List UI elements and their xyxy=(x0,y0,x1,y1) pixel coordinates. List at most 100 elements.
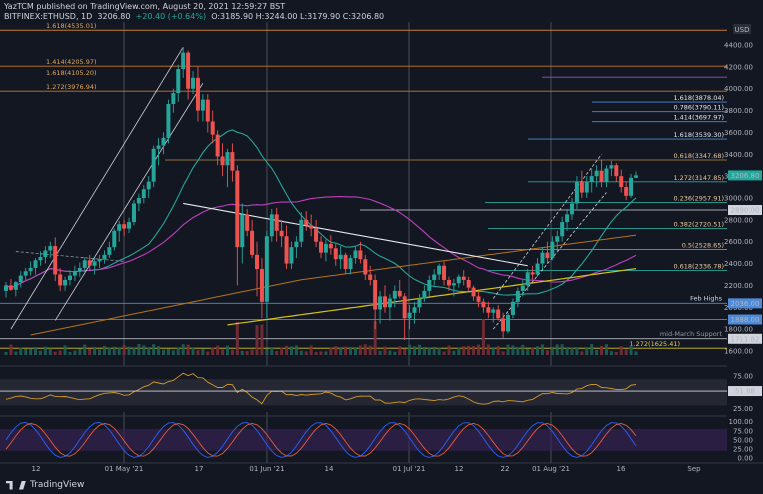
rsi-line xyxy=(5,372,637,405)
candle-body xyxy=(328,243,333,249)
volume-bar xyxy=(393,351,397,355)
price-tag-label: 1711.82 xyxy=(731,335,760,343)
candle-body xyxy=(191,77,196,89)
candle-body xyxy=(264,236,269,302)
time-tick-label: 12 xyxy=(32,465,41,473)
price-tick-label: 4400.00 xyxy=(724,42,753,50)
volume-bar xyxy=(196,350,200,355)
time-tick-label: 01 Jul '21 xyxy=(393,465,426,473)
volume-bar xyxy=(176,347,180,355)
volume-bar xyxy=(250,349,254,355)
price-axis[interactable]: 4400.00 4200.00 4000.00 3800.00 3600.00 3400.… xyxy=(724,22,763,477)
time-tick-label: 14 xyxy=(325,465,334,473)
volume-bar xyxy=(408,344,412,355)
fib-level-label: 0.236(2957.91) xyxy=(673,195,724,203)
volume-bar xyxy=(142,345,146,355)
candle-body xyxy=(171,93,176,105)
volume-bar xyxy=(378,350,382,355)
ohlc-values: O:3185.90 H:3244.00 L:3179.90 C:3206.80 xyxy=(211,12,385,21)
volume-bar xyxy=(63,345,67,355)
volume-bar xyxy=(403,348,407,355)
volume-bar xyxy=(570,347,574,355)
candle-body xyxy=(43,250,48,258)
volume-bar xyxy=(275,350,279,355)
volume-bar xyxy=(329,347,333,355)
volume-bar xyxy=(24,349,28,355)
volume-bar xyxy=(417,344,421,355)
price-tag-bg xyxy=(728,205,762,216)
volume-bar xyxy=(560,344,564,355)
candle-body xyxy=(259,269,264,302)
volume-bar xyxy=(452,350,456,355)
price-tick-label: 4000.00 xyxy=(724,85,753,93)
volume-bar xyxy=(511,345,515,355)
candle-body xyxy=(634,175,638,178)
candle-body xyxy=(4,285,8,291)
volume-bar xyxy=(78,348,82,355)
candle-body xyxy=(373,279,378,310)
volume-bar xyxy=(4,352,8,355)
candle-body xyxy=(230,152,235,171)
candle-body xyxy=(604,168,609,182)
volume-bar xyxy=(93,346,97,355)
candle-body xyxy=(255,254,260,270)
volume-bar xyxy=(585,347,589,355)
price-tag-label: 2890.00 xyxy=(731,207,760,215)
candle-body xyxy=(186,52,191,89)
price-tag-bg xyxy=(728,314,762,325)
price-tag-bg xyxy=(728,170,762,181)
volume-bar xyxy=(122,345,126,355)
candle-body xyxy=(156,145,161,149)
candle-body xyxy=(299,219,304,242)
volume-bar xyxy=(501,351,505,355)
volume-bar xyxy=(265,348,269,355)
volume-bar xyxy=(43,346,47,355)
fib-level-label: 1.272(1625.41) xyxy=(629,340,680,348)
volume-bar xyxy=(614,351,618,355)
fib-level-label: 1.272(3147.85) xyxy=(673,174,724,182)
candle-body xyxy=(117,224,122,231)
candle-body xyxy=(146,181,151,190)
candle-body xyxy=(535,263,540,275)
volume-bar xyxy=(496,346,500,355)
volume-bar xyxy=(319,351,323,355)
candle-body xyxy=(269,214,274,237)
volume-bar xyxy=(388,350,392,355)
candle-body xyxy=(560,222,565,237)
candle-body xyxy=(166,104,171,138)
candle-body xyxy=(476,296,481,302)
volume-bar xyxy=(211,347,215,355)
candle-body xyxy=(141,189,146,198)
volume-bar xyxy=(102,345,106,355)
rsi-value-tag xyxy=(728,386,762,397)
volume-bar xyxy=(58,350,62,355)
annotation-feb-highs: Feb Highs xyxy=(690,294,723,302)
volume-bar xyxy=(132,347,136,355)
candle-body xyxy=(594,170,599,177)
candle-body xyxy=(530,272,535,275)
main-pane-bg xyxy=(0,22,727,358)
fib-level-label: 0.618(2336.78) xyxy=(673,262,724,270)
candle-body xyxy=(279,230,284,237)
rsi-bg xyxy=(0,366,727,412)
volume-bar xyxy=(38,350,42,355)
volume-bar xyxy=(442,351,446,355)
stoch-tick-label: 100.00 xyxy=(729,418,754,426)
volume-bar xyxy=(157,346,161,355)
fib-level-label: 1.414(4205.97) xyxy=(46,58,97,66)
price-tick-label: 3800.00 xyxy=(724,107,753,115)
candle-body xyxy=(235,170,240,248)
last-price: 3206.80 xyxy=(97,12,131,21)
fib-level-label: 0.382(2720.51) xyxy=(673,221,724,229)
volume-bar xyxy=(349,346,353,355)
time-axis[interactable]: 12 01 May '21 17 01 Jun '21 14 01 Jul '21 12 22… xyxy=(0,462,763,473)
candle-body xyxy=(442,265,447,280)
price-tag-label: 3206.80 xyxy=(731,172,760,180)
candle-body xyxy=(53,246,58,275)
tv-logo-icon-b xyxy=(19,480,26,490)
fib-level-label: 1.618(3539.30) xyxy=(673,131,724,139)
candle-body xyxy=(392,290,397,299)
candle-body xyxy=(540,252,545,264)
price-tick-label: 3400.00 xyxy=(724,151,753,159)
